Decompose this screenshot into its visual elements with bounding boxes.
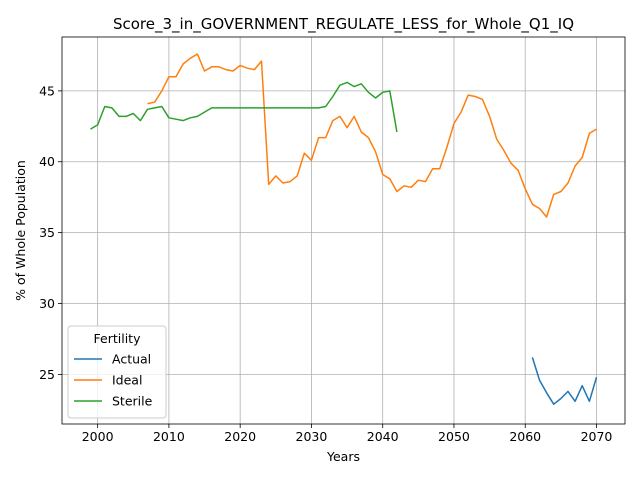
y-tick-label: 25 xyxy=(39,367,55,382)
chart-title: Score_3_in_GOVERNMENT_REGULATE_LESS_for_… xyxy=(113,15,574,34)
legend: Fertility Actual Ideal Sterile xyxy=(67,325,167,419)
y-tick-label: 45 xyxy=(39,83,55,98)
x-tick-label: 2030 xyxy=(296,429,328,444)
x-tick-label: 2000 xyxy=(82,429,114,444)
x-axis-label: Years xyxy=(326,449,360,464)
legend-label-ideal: Ideal xyxy=(112,373,142,388)
y-tick-label: 40 xyxy=(39,154,55,169)
plot-frame xyxy=(61,36,626,425)
series-line-ideal xyxy=(147,53,597,218)
x-tick-label: 2020 xyxy=(224,429,256,444)
series-line-actual xyxy=(531,357,598,405)
legend-box xyxy=(67,325,167,419)
x-tick-label: 2050 xyxy=(438,429,470,444)
y-axis-label: % of Whole Population xyxy=(13,160,28,301)
x-tick-label: 2040 xyxy=(367,429,399,444)
y-tick-label: 35 xyxy=(39,225,55,240)
x-tick-label: 2070 xyxy=(581,429,613,444)
y-tick-label: 30 xyxy=(39,296,55,311)
axis-ticks: 2000 2010 2020 2030 2040 2050 2060 2070 25 30 35 40… xyxy=(39,83,612,444)
x-tick-label: 2060 xyxy=(509,429,541,444)
x-tick-label: 2010 xyxy=(153,429,185,444)
series-lines xyxy=(90,53,598,405)
legend-label-sterile: Sterile xyxy=(112,394,153,409)
legend-title: Fertility xyxy=(94,331,142,346)
series-line-sterile xyxy=(90,81,398,133)
legend-label-actual: Actual xyxy=(112,352,151,367)
legend-entries: Actual Ideal Sterile xyxy=(74,352,153,409)
